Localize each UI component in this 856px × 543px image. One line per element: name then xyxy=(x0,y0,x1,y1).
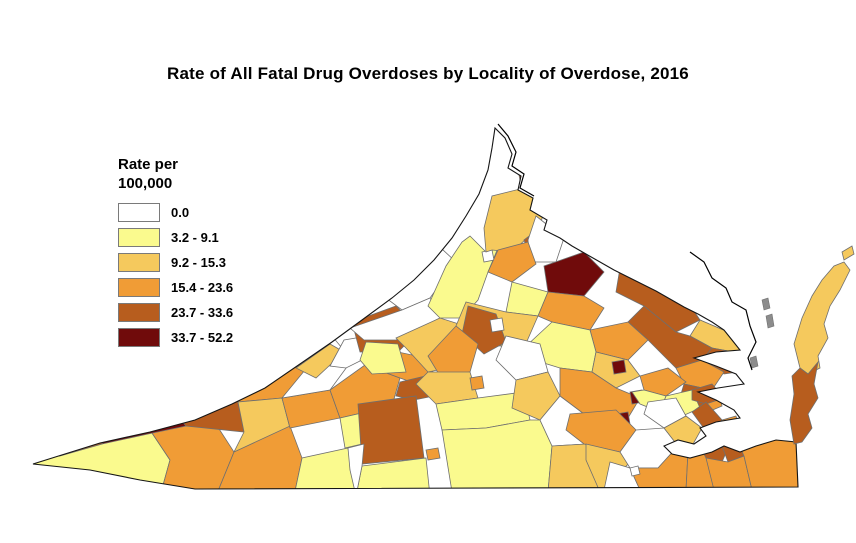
map-legend: Rate per 100,000 0.0 3.2 - 9.1 9.2 - 15.3 1… xyxy=(118,156,233,347)
legend-rows: 0.0 3.2 - 9.1 9.2 - 15.3 15.4 - 23.6 23.7 - … xyxy=(118,202,234,347)
legend-label: 0.0 xyxy=(171,204,190,220)
map-region[interactable] xyxy=(631,191,647,207)
map-region[interactable] xyxy=(441,419,553,492)
legend-swatch xyxy=(118,327,160,347)
map-region[interactable] xyxy=(215,425,303,496)
state-outline xyxy=(32,126,799,490)
map-region[interactable] xyxy=(659,182,715,229)
legend-row: 9.2 - 15.3 xyxy=(118,252,233,272)
map-region[interactable] xyxy=(611,359,627,375)
map-region[interactable] xyxy=(487,241,537,283)
legend-row: 33.7 - 52.2 xyxy=(118,327,234,347)
map-region[interactable] xyxy=(841,245,855,261)
legend-label: 15.4 - 23.6 xyxy=(171,279,234,295)
map-region[interactable] xyxy=(357,395,425,465)
legend-swatch xyxy=(118,202,160,222)
legend-row: 3.2 - 9.1 xyxy=(118,227,233,247)
bay-island xyxy=(749,355,759,369)
map-region[interactable] xyxy=(589,143,641,189)
legend-swatch xyxy=(118,227,160,247)
bay-island xyxy=(761,297,771,311)
map-region[interactable] xyxy=(629,465,641,477)
map-region[interactable] xyxy=(167,347,239,403)
map-region[interactable] xyxy=(565,131,601,177)
map-region[interactable] xyxy=(793,261,851,375)
legend-label: 23.7 - 33.6 xyxy=(171,304,234,320)
legend-label: 9.2 - 15.3 xyxy=(171,254,226,270)
map-region[interactable] xyxy=(425,447,441,461)
map-region[interactable] xyxy=(611,169,669,233)
legend-swatch xyxy=(118,252,160,272)
map-region[interactable] xyxy=(0,429,171,496)
legend-title: Rate per 100,000 xyxy=(118,156,179,192)
legend-label: 3.2 - 9.1 xyxy=(171,229,219,245)
map-region[interactable] xyxy=(543,251,605,297)
page-title: Rate of All Fatal Drug Overdoses by Loca… xyxy=(167,64,689,83)
map-region[interactable] xyxy=(547,157,563,173)
map-region[interactable] xyxy=(789,360,819,445)
state-border-line xyxy=(689,251,757,371)
map-region[interactable] xyxy=(359,341,407,375)
legend-swatch xyxy=(118,277,160,297)
map-region[interactable] xyxy=(651,243,663,257)
map-region[interactable] xyxy=(489,317,505,333)
legend-row: 23.7 - 33.6 xyxy=(118,302,234,322)
map-region[interactable] xyxy=(629,214,687,255)
bay-island xyxy=(765,313,775,329)
legend-row: 15.4 - 23.6 xyxy=(118,277,234,297)
map-region[interactable] xyxy=(469,375,485,391)
map-region[interactable] xyxy=(639,367,687,397)
map-region[interactable] xyxy=(107,369,195,417)
legend-label: 33.7 - 52.2 xyxy=(171,329,234,345)
map-region[interactable] xyxy=(347,443,365,496)
map-region[interactable] xyxy=(513,122,577,195)
map-region[interactable] xyxy=(607,211,673,281)
state-border-line xyxy=(497,123,535,197)
legend-swatch xyxy=(118,302,160,322)
map-region[interactable] xyxy=(557,187,629,247)
map-region[interactable] xyxy=(481,249,495,263)
legend-row: 0.0 xyxy=(118,202,233,222)
